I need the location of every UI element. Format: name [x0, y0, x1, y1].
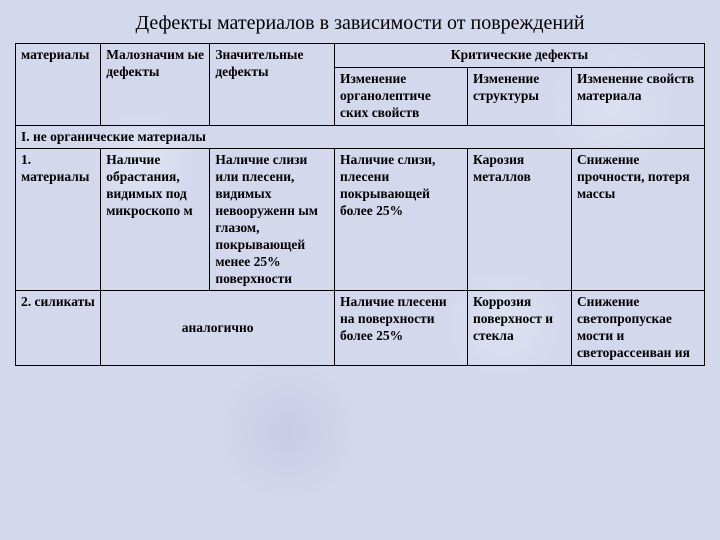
r2-materials: 2. силикаты — [16, 291, 101, 366]
r1-structure: Карозия металлов — [468, 149, 572, 291]
section-inorganic: I. не органические материалы — [16, 125, 705, 149]
r2-properties: Снижение светопропускае мости и светорас… — [571, 291, 704, 366]
r1-significant: Наличие слизи или плесени, видимых невоо… — [210, 149, 335, 291]
r2-structure: Коррозия поверхност и стекла — [468, 291, 572, 366]
defects-table: материалы Малозначим ые дефекты Значител… — [15, 43, 705, 366]
r1-properties: Снижение прочности, потеря массы — [571, 149, 704, 291]
head-critical: Критические дефекты — [335, 44, 705, 68]
r1-organoleptic: Наличие слизи, плесени покрывающей более… — [335, 149, 468, 291]
r2-organoleptic: Наличие плесени на поверхности более 25% — [335, 291, 468, 366]
r1-minor: Наличие обрастания, видимых под микроско… — [101, 149, 210, 291]
head-significant: Значительные дефекты — [210, 44, 335, 126]
head-minor: Малозначим ые дефекты — [101, 44, 210, 126]
r2-analogous: аналогично — [101, 291, 335, 366]
r1-materials: 1. материалы — [16, 149, 101, 291]
head-materials: материалы — [16, 44, 101, 126]
head-properties: Изменение свойств материала — [571, 67, 704, 125]
head-organoleptic: Изменение органолептиче ских свойств — [335, 67, 468, 125]
head-structure: Изменение структуры — [468, 67, 572, 125]
page-title: Дефекты материалов в зависимости от повр… — [0, 0, 720, 43]
